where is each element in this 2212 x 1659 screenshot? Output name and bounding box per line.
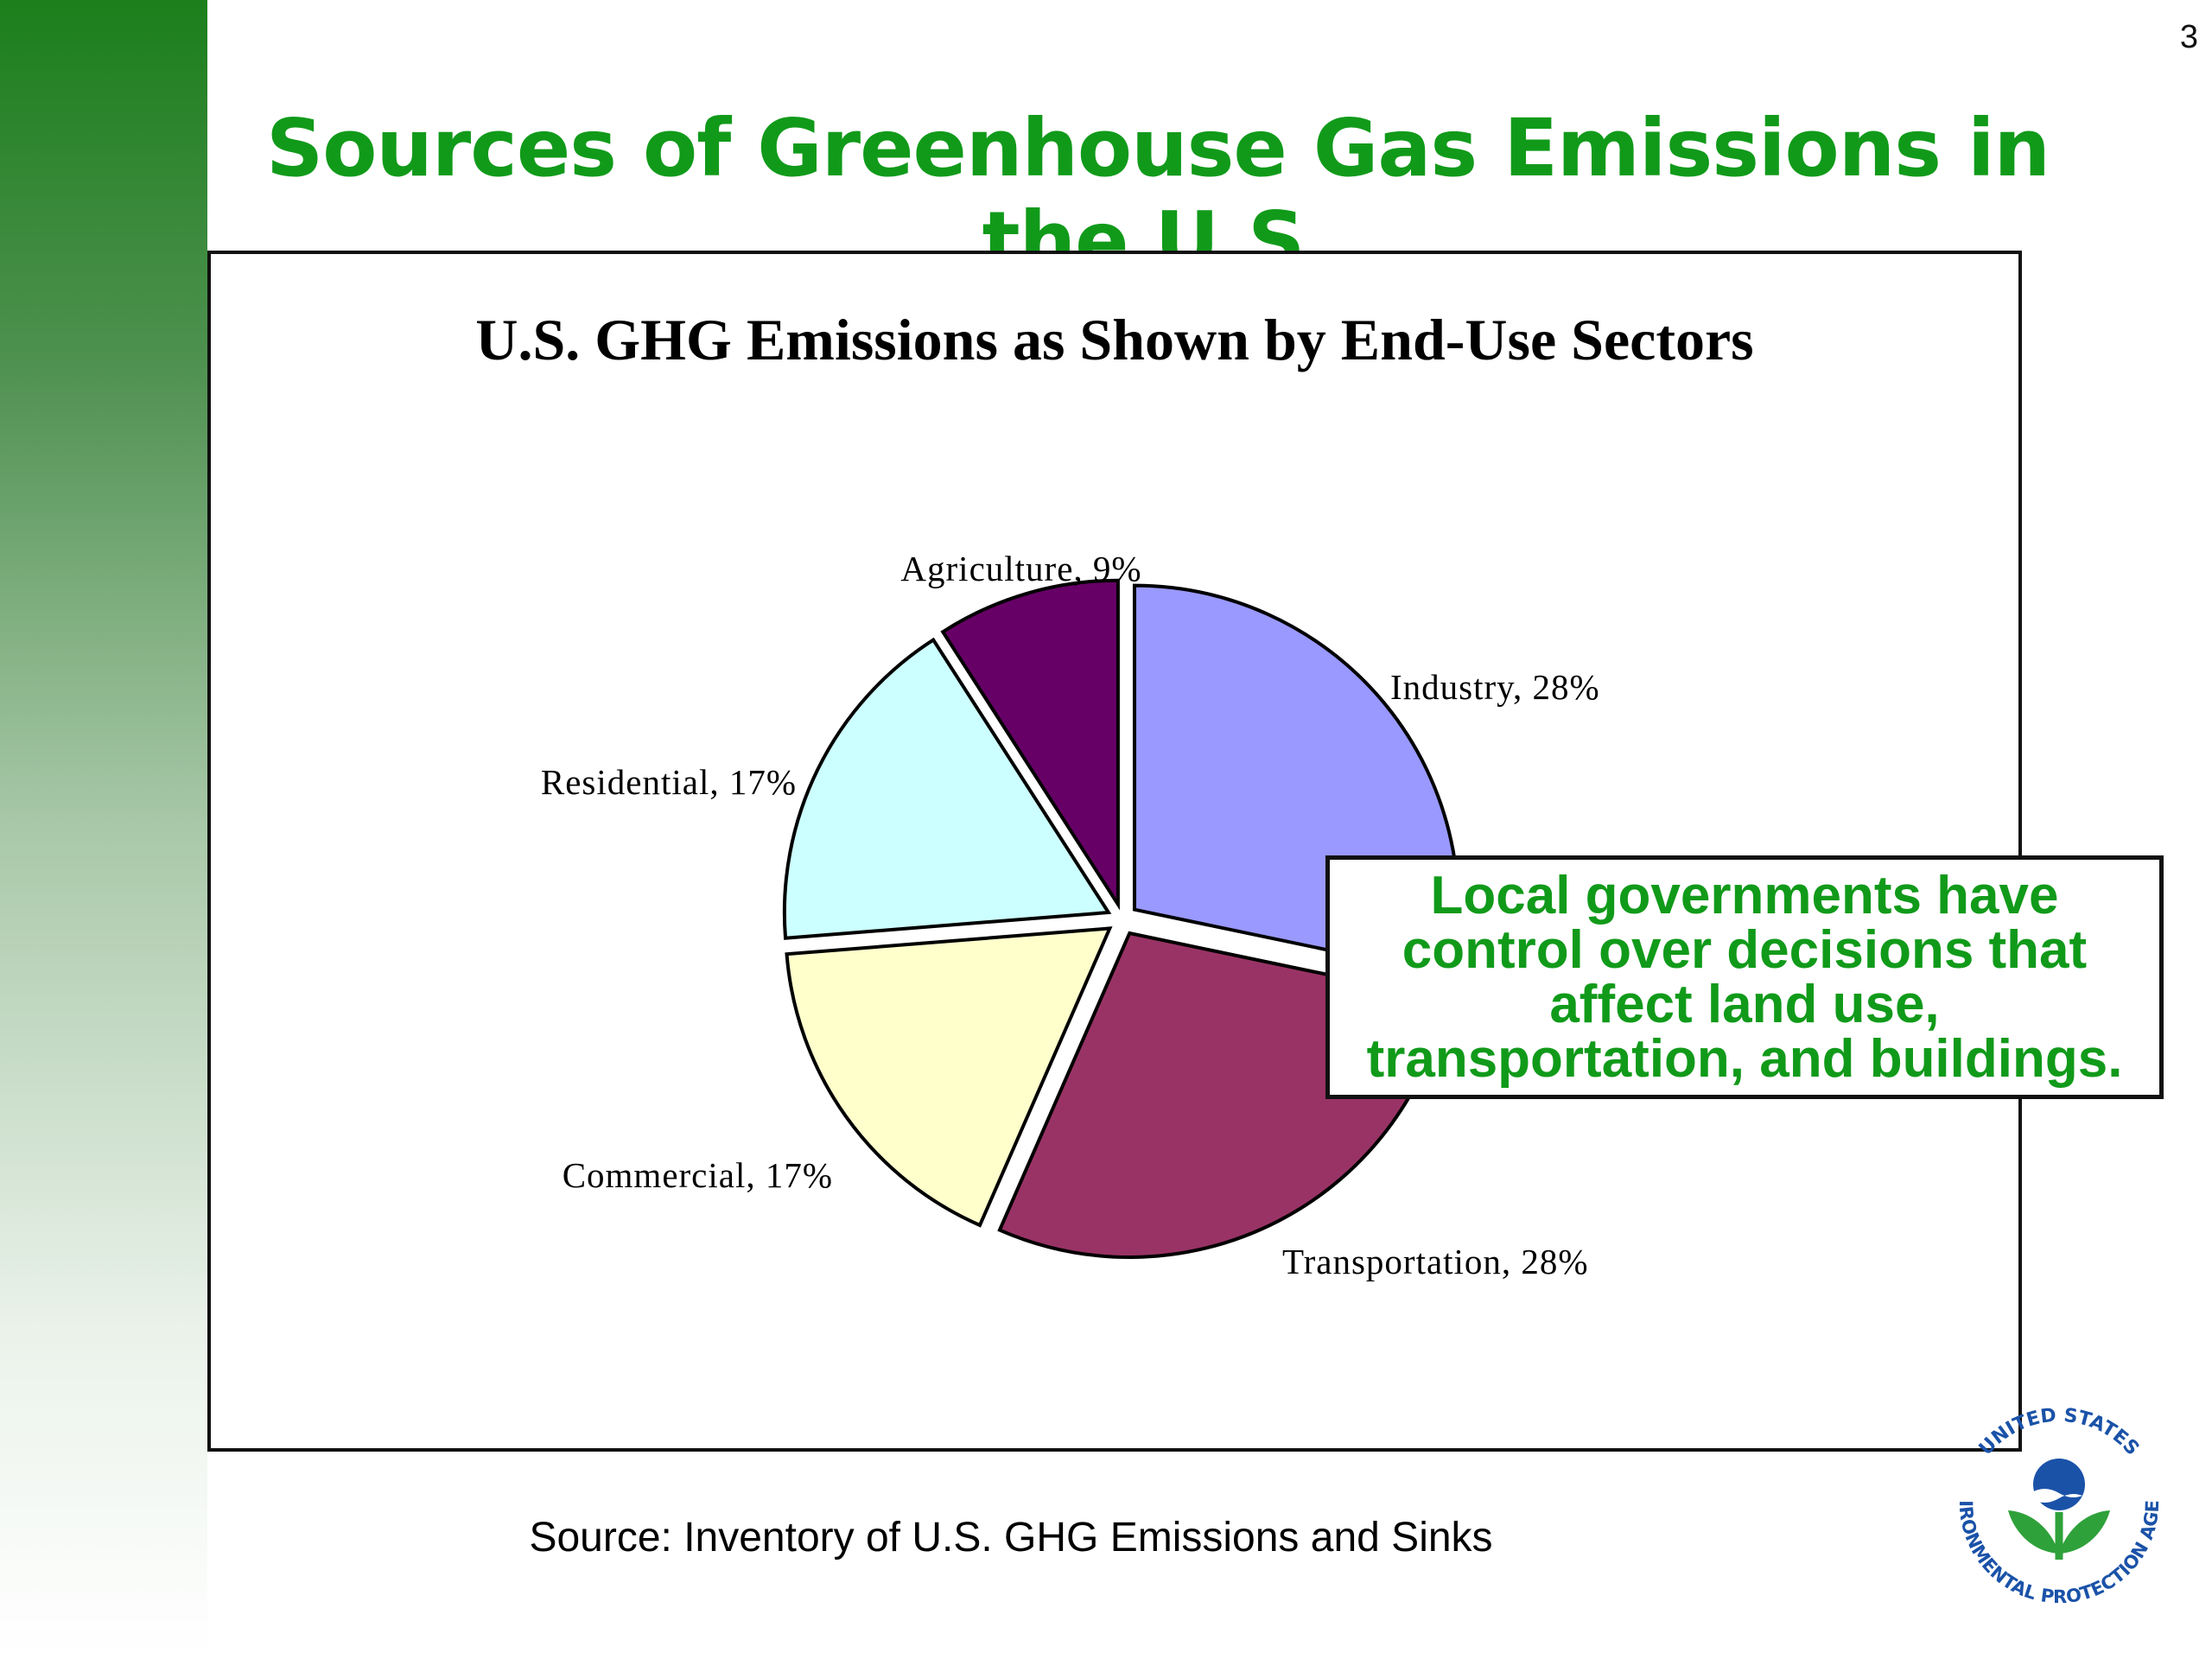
pie-label-industry: Industry, 28% [1390,667,1600,707]
svg-text:UNITED STATES: UNITED STATES [1975,1405,2143,1460]
epa-seal-icon: UNITED STATES ENVIRONMENTAL PROTECTION A… [1934,1382,2163,1607]
logo-top-text: UNITED STATES [1975,1405,2143,1460]
pie-slice-residential [782,637,1112,940]
pie-label-agriculture: Agriculture, 9% [900,549,1141,588]
callout-line: control over decisions that [1402,920,2088,980]
callout-line: Local governments have [1430,866,2059,925]
callout-box: Local governments have control over deci… [1325,855,2164,1099]
pie-label-transportation: Transportation, 28% [1282,1242,1589,1281]
pie-chart: Industry, 28% Transportation, 28% Commerci… [541,549,1600,1281]
pie-slice-commercial [785,926,1113,1228]
chart-title: U.S. GHG Emissions as Shown by End-Use S… [475,307,1754,372]
chart-frame: U.S. GHG Emissions as Shown by End-Use S… [207,251,2022,1452]
callout-line: transportation, and buildings. [1366,1029,2123,1089]
callout-line: affect land use, [1549,975,1940,1034]
pie-label-residential: Residential, 17% [541,762,797,802]
page-number: 3 [2179,19,2198,55]
sidebar-gradient-band [0,0,207,1659]
pie-label-commercial: Commercial, 17% [563,1155,833,1195]
source-note: Source: Inventory of U.S. GHG Emissions … [529,1515,1493,1560]
pie-slice-agriculture [940,578,1120,911]
slide-title: Sources of Greenhouse Gas Emissions in t… [265,102,2050,287]
